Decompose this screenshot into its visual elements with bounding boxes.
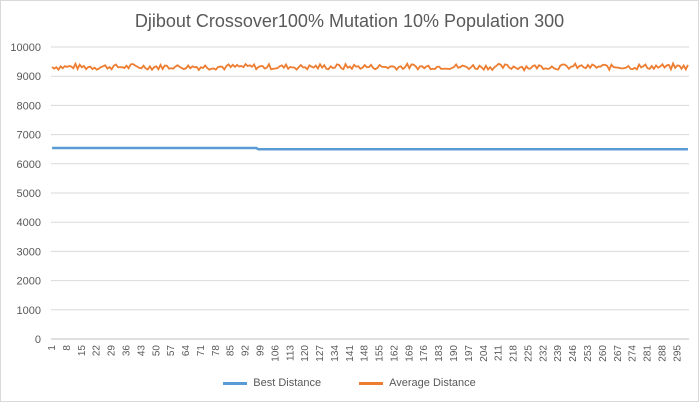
x-tick-label: 71 bbox=[196, 345, 207, 357]
x-tick-label: 204 bbox=[479, 345, 490, 362]
y-tick-label: 9000 bbox=[17, 71, 41, 83]
x-tick-label: 225 bbox=[523, 345, 534, 362]
legend-label-average: Average Distance bbox=[389, 377, 476, 389]
x-tick-label: 127 bbox=[315, 345, 326, 362]
series-line-average-distance bbox=[51, 61, 689, 73]
x-tick-label: 78 bbox=[211, 345, 222, 357]
x-tick-label: 29 bbox=[107, 345, 118, 357]
x-tick-label: 92 bbox=[241, 345, 252, 357]
y-tick-label: 6000 bbox=[17, 159, 41, 171]
x-tick-label: 64 bbox=[181, 345, 192, 357]
x-tick-label: 295 bbox=[672, 345, 683, 362]
y-tick-label: 4000 bbox=[17, 217, 41, 229]
x-tick-label: 232 bbox=[538, 345, 549, 362]
x-tick-label: 190 bbox=[449, 345, 460, 362]
x-tick-label: 113 bbox=[285, 345, 296, 361]
x-tick-label: 134 bbox=[330, 345, 341, 362]
chart-title: Djibout Crossover100% Mutation 10% Popul… bbox=[134, 11, 565, 31]
x-tick-label: 183 bbox=[434, 345, 445, 362]
x-tick-label: 141 bbox=[345, 345, 356, 362]
y-tick-label: 10000 bbox=[10, 42, 41, 54]
x-tick-label: 57 bbox=[166, 345, 177, 357]
x-tick-label: 267 bbox=[613, 345, 624, 362]
x-tick-label: 246 bbox=[568, 345, 579, 362]
x-tick-label: 50 bbox=[151, 345, 162, 357]
y-tick-label: 0 bbox=[35, 334, 41, 346]
legend-label-best: Best Distance bbox=[253, 377, 322, 389]
x-tick-label: 176 bbox=[419, 345, 430, 362]
x-tick-label: 162 bbox=[389, 345, 400, 362]
series-line-best-distance bbox=[52, 146, 688, 151]
legend: Best Distance Average Distance bbox=[1, 377, 698, 389]
legend-item-best: Best Distance bbox=[223, 377, 321, 389]
y-tick-label: 8000 bbox=[17, 100, 41, 112]
y-tick-label: 5000 bbox=[17, 188, 41, 200]
x-tick-label: 36 bbox=[121, 345, 132, 357]
x-tick-label: 197 bbox=[464, 345, 475, 362]
x-tick-label: 281 bbox=[643, 345, 654, 362]
x-tick-label: 15 bbox=[77, 345, 88, 357]
x-tick-label: 218 bbox=[509, 345, 520, 362]
legend-swatch-best bbox=[223, 381, 248, 385]
y-tick-label: 3000 bbox=[17, 246, 41, 258]
x-tick-label: 239 bbox=[553, 345, 564, 362]
x-tick-label: 120 bbox=[300, 345, 311, 362]
x-tick-label: 99 bbox=[255, 345, 266, 357]
legend-swatch-average bbox=[359, 381, 384, 385]
x-tick-label: 260 bbox=[598, 345, 609, 362]
x-tick-label: 274 bbox=[628, 345, 639, 362]
y-tick-label: 2000 bbox=[17, 276, 41, 288]
x-tick-label: 169 bbox=[404, 345, 415, 362]
x-tick-label: 211 bbox=[494, 345, 505, 361]
x-tick-label: 85 bbox=[226, 345, 237, 357]
x-tick-label: 253 bbox=[583, 345, 594, 362]
y-tick-label: 1000 bbox=[17, 305, 41, 317]
x-tick-label: 148 bbox=[360, 345, 371, 362]
y-tick-label: 7000 bbox=[17, 130, 41, 142]
legend-item-average: Average Distance bbox=[359, 377, 476, 389]
x-tick-label: 155 bbox=[375, 345, 386, 362]
x-tick-label: 22 bbox=[92, 345, 103, 357]
x-tick-label: 43 bbox=[136, 345, 147, 357]
x-tick-label: 288 bbox=[657, 345, 668, 362]
x-tick-label: 8 bbox=[62, 345, 73, 351]
x-tick-label: 106 bbox=[270, 345, 281, 362]
x-tick-label: 1 bbox=[47, 345, 58, 351]
